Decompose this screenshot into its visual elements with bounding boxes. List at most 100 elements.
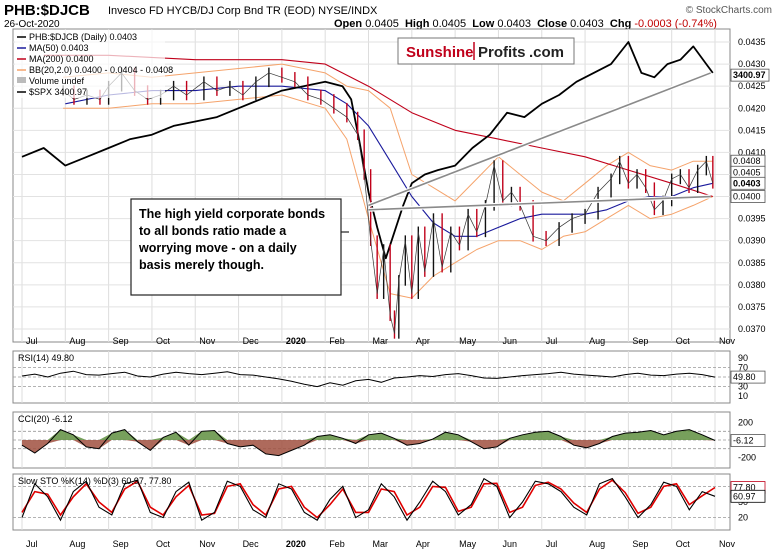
low-value: 0.0403 (497, 18, 531, 30)
x-axis-label: May (459, 539, 477, 549)
price-close-line (62, 72, 714, 334)
chg-value: -0.0003 (-0.74%) (634, 18, 717, 30)
rsi-value-tag-box (730, 370, 766, 384)
x-axis-label: Aug (69, 336, 85, 346)
high-value: 0.0405 (432, 18, 467, 30)
x-axis-label: Mar (373, 539, 389, 549)
x-axis-label: Oct (676, 539, 691, 549)
x-axis-label: 2020 (286, 336, 306, 346)
x-axis-label: Jun (502, 539, 517, 549)
indicator-y-tick: 200 (738, 418, 753, 428)
x-axis-label: Sep (632, 539, 648, 549)
indicator-y-tick: 90 (738, 353, 748, 363)
cci-value-tag-box (730, 434, 766, 447)
x-axis-label: Jun (502, 336, 517, 346)
price-value-tag-box (730, 68, 770, 82)
price-panel-frame (12, 28, 731, 343)
chart-date: 26-Oct-2020 (4, 19, 60, 30)
x-axis-label: Oct (156, 336, 171, 346)
price-y-tick: 0.0375 (738, 302, 766, 312)
indicator-y-tick: 20 (738, 513, 748, 523)
label-layer: JulJulAugAugSepSepOctOctNovNovDecDec2020… (26, 37, 770, 549)
logo-word-profits: Profits (478, 44, 526, 61)
chg-label: Chg (609, 18, 632, 30)
price-y-tick: 0.0390 (738, 236, 766, 246)
x-axis-label: Dec (243, 336, 260, 346)
chart-description: Invesco FD HYCB/DJ Corp Bnd TR (EOD) NYS… (108, 5, 378, 17)
rsi-title: RSI(14) 49.80 (18, 353, 74, 363)
sto-title: Slow STO %K(14) %D(3) 60.97, 77.80 (18, 476, 171, 486)
x-axis-label: Jul (546, 336, 558, 346)
annotation-callout: The high yield corporate bonds to all bo… (130, 198, 349, 296)
x-axis-label: 2020 (286, 539, 306, 549)
logo-word-com: .com (529, 44, 564, 61)
legend-item-spx: $SPX 3400.97 (29, 87, 87, 97)
cci-value-tag: -6.12 (733, 436, 754, 446)
price-y-tick: 0.0420 (738, 103, 766, 113)
price-y-tick: 0.0415 (738, 125, 766, 135)
price-value-tag: 0.0408 (733, 156, 761, 166)
price-y-tick: 0.0380 (738, 280, 766, 290)
x-axis-label: Nov (199, 539, 216, 549)
price-legend: PHB:$DJCB (Daily) 0.0403 MA(50) 0.0403 M… (15, 30, 173, 98)
close-label: Close (537, 18, 568, 30)
cci-title: CCI(20) -6.12 (18, 414, 73, 424)
chart-symbol: PHB:$DJCB (4, 2, 90, 19)
low-label: Low (472, 18, 495, 30)
cci-line (21, 429, 716, 457)
callout-line-4: basis merely though. (139, 258, 264, 272)
price-y-tick: 0.0395 (738, 214, 766, 224)
close-value: 0.0403 (570, 18, 604, 30)
x-axis-label: Sep (632, 336, 648, 346)
indicator-y-tick: 70 (738, 362, 748, 372)
series-spx (21, 41, 714, 260)
rsi-value-tag: 49.80 (733, 372, 756, 382)
sto-panel-frame (12, 473, 731, 531)
sto-value-tag-box (730, 489, 766, 503)
price-y-tick: 0.0430 (738, 59, 766, 69)
callout-line-1: The high yield corporate bonds (139, 207, 325, 221)
x-axis-label: Oct (156, 539, 171, 549)
open-label: Open (334, 18, 363, 30)
x-axis-label: Aug (589, 539, 605, 549)
x-axis-label: Jul (546, 539, 558, 549)
callout-line-2: to all bonds ratio made a (139, 224, 287, 238)
price-y-tick: 0.0425 (738, 81, 766, 91)
copyright-text[interactable]: © StockCharts.com (685, 5, 772, 16)
x-axis-label: Apr (416, 336, 430, 346)
price-y-tick: 0.0370 (738, 324, 766, 334)
price-value-tag: 0.0405 (733, 167, 761, 177)
ohlc-readout: Open 0.0405 High 0.0405 Low 0.0403 Close… (334, 18, 717, 30)
x-axis-label: Nov (719, 539, 736, 549)
legend-item-ma200: MA(200) 0.0400 (29, 54, 94, 64)
series-bb (63, 63, 713, 202)
cci-negative-area (22, 440, 715, 456)
price-y-tick: 0.0435 (738, 37, 766, 47)
price-value-tag: 0.0400 (733, 192, 761, 202)
logo-word-sunshine: Sunshine (406, 44, 474, 61)
x-axis-label: Sep (113, 336, 129, 346)
x-axis-label: Nov (719, 336, 736, 346)
callout-line-3: worrying move - on a daily (138, 241, 297, 255)
indicator-y-tick: -200 (738, 452, 756, 462)
series-ma200 (43, 54, 713, 198)
x-axis-label: May (459, 336, 477, 346)
sto-k-line (21, 477, 716, 522)
x-axis-label: Sep (113, 539, 129, 549)
x-axis-label: Feb (329, 336, 345, 346)
price-y-tick: 0.0385 (738, 258, 766, 268)
x-axis-label: Feb (329, 539, 345, 549)
legend-item-price: PHB:$DJCB (Daily) 0.0403 (29, 32, 137, 42)
x-axis-label: Jul (26, 336, 38, 346)
legend-item-volume: Volume undef (29, 76, 85, 86)
rsi-line (21, 370, 716, 388)
sunshine-profits-logo: Sunshine Profits .com (397, 37, 575, 65)
sto-value-tag: 77.80 (733, 483, 756, 493)
price-value-tag-box (730, 176, 766, 190)
open-value: 0.0405 (365, 18, 399, 30)
x-axis-label: Jul (26, 539, 38, 549)
price-value-tag-box (730, 190, 766, 203)
x-axis-label: Oct (676, 336, 691, 346)
x-axis-label: Apr (416, 539, 430, 549)
